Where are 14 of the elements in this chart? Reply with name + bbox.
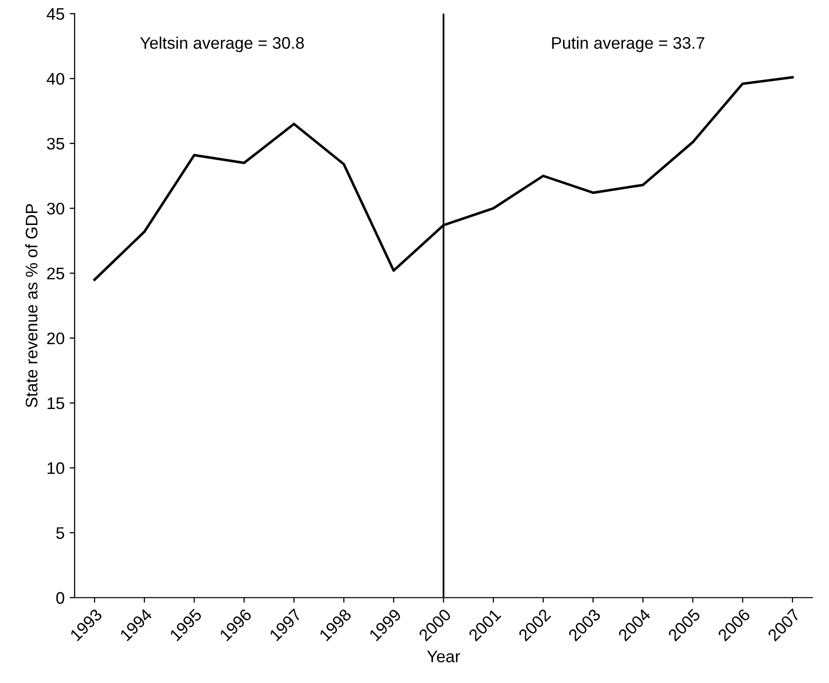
annotation: Putin average = 33.7 <box>552 36 704 52</box>
x-axis-title: Year <box>427 650 460 662</box>
y-tick-label: 35 <box>46 138 64 150</box>
y-tick-label: 20 <box>47 332 64 344</box>
y-tick-label: 45 <box>46 8 64 20</box>
y-tick-label: 15 <box>48 398 64 410</box>
y-tick-label: 25 <box>47 268 64 280</box>
y-tick-label: 30 <box>46 202 64 215</box>
annotation: Yeltsin average = 30.8 <box>140 36 304 52</box>
y-tick-label: 10 <box>48 462 64 474</box>
y-axis-title: State revenue as % of GDP <box>25 204 38 408</box>
y-tick-label: 5 <box>56 527 64 539</box>
y-tick-label: 40 <box>46 72 64 85</box>
y-tick-label: 0 <box>56 592 64 604</box>
